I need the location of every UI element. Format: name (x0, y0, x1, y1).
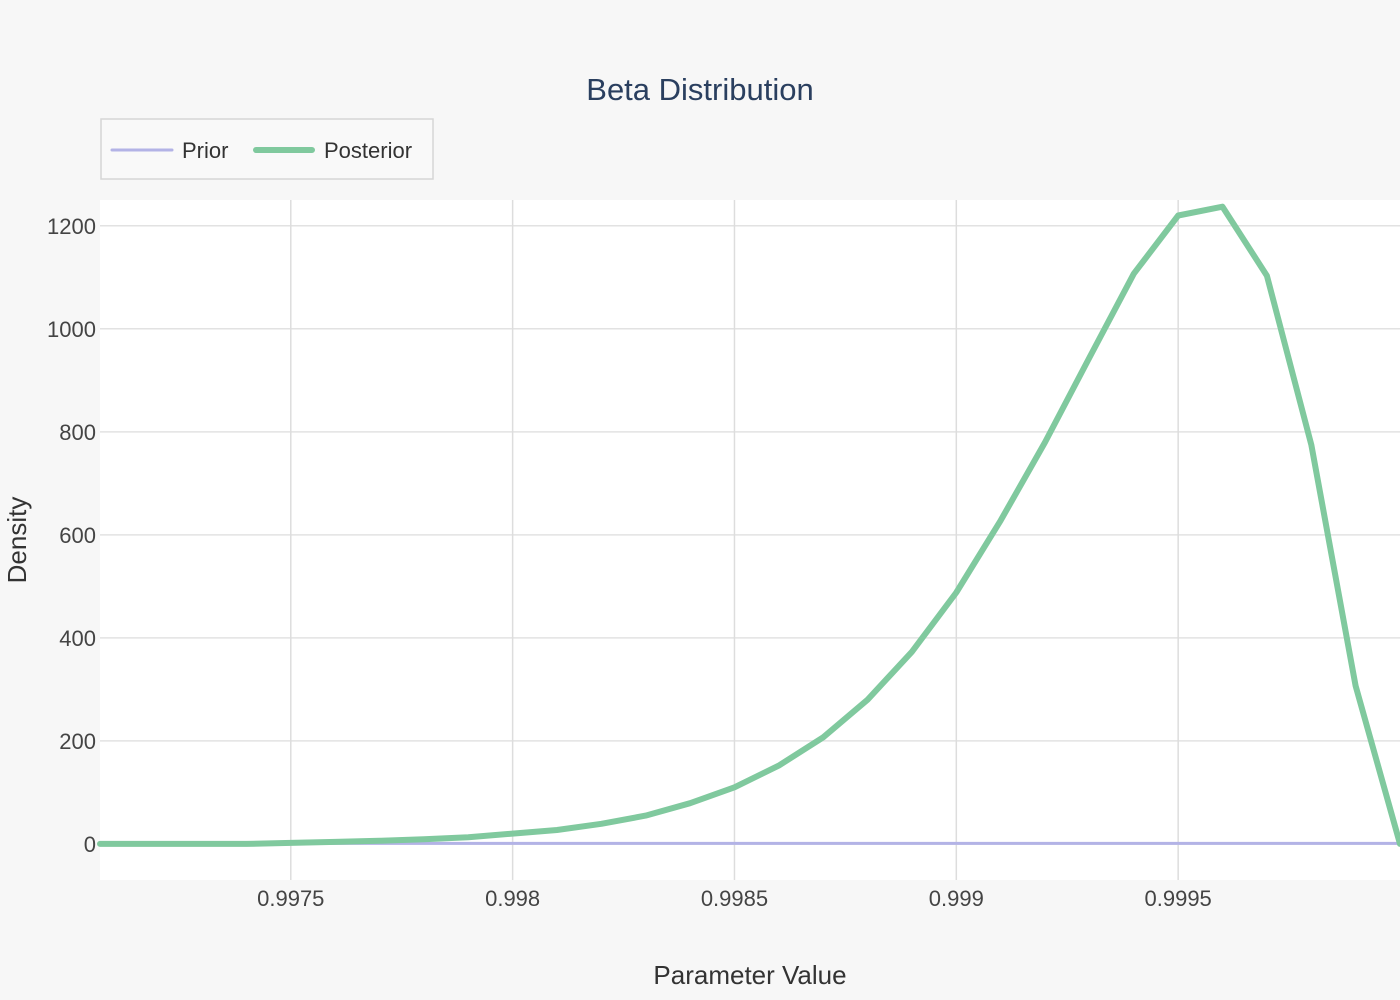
y-tick-label: 200 (59, 729, 96, 754)
y-tick-label: 600 (59, 523, 96, 548)
plot-area[interactable] (100, 200, 1400, 880)
x-tick-label: 0.9975 (257, 886, 324, 911)
series-layer (97, 203, 1400, 847)
legend-label-posterior[interactable]: Posterior (324, 138, 412, 163)
y-tick-label: 800 (59, 420, 96, 445)
legend-label-prior[interactable]: Prior (182, 138, 228, 163)
x-tick-label: 0.999 (929, 886, 984, 911)
y-tick-label: 0 (84, 832, 96, 857)
x-tick-label: 0.998 (485, 886, 540, 911)
x-axis-ticks: 0.9975 0.998 0.9985 0.999 0.9995 (257, 886, 1212, 911)
series-line-posterior[interactable] (97, 203, 1400, 847)
y-tick-label: 1200 (47, 214, 96, 239)
y-tick-label: 1000 (47, 317, 96, 342)
x-axis-title: Parameter Value (653, 960, 846, 990)
chart-title: Beta Distribution (586, 72, 813, 107)
x-tick-label: 0.9995 (1145, 886, 1212, 911)
x-tick-label: 0.9985 (701, 886, 768, 911)
legend: Prior Posterior (100, 118, 434, 180)
y-tick-label: 400 (59, 626, 96, 651)
y-axis-title: Density (2, 497, 32, 584)
y-axis-ticks: 0 200 400 600 800 1000 1200 (47, 214, 96, 857)
